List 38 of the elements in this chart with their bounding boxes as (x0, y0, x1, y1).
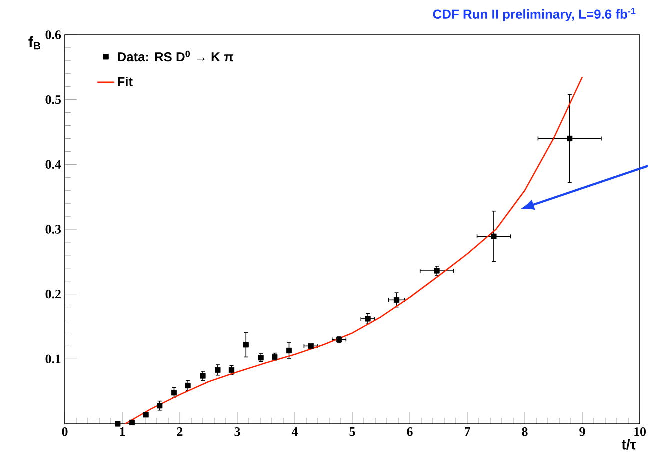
point (200, 373, 206, 379)
legend-label: Data: RS D$^{0}$ → K π (118, 50, 234, 62)
point (129, 420, 136, 426)
y-tick-label: 0.6 (46, 30, 62, 40)
point (308, 343, 314, 349)
point (567, 136, 573, 142)
x-tick-label: 3 (234, 428, 240, 436)
point (286, 348, 292, 354)
point (115, 421, 121, 427)
x-tick-label: 4 (292, 428, 298, 436)
x-tick-label: 7 (465, 428, 470, 436)
point (491, 234, 497, 240)
x-tick-label: 2 (177, 428, 183, 436)
point (243, 342, 249, 348)
point (185, 382, 191, 389)
x-tick-label: 6 (407, 428, 413, 436)
x-tick-label: 0 (62, 428, 68, 436)
point (394, 297, 400, 303)
y-tick-label: 0.5 (46, 95, 62, 104)
point (228, 367, 235, 373)
point (215, 367, 221, 373)
y-tick-label: 0.3 (46, 225, 62, 234)
x-tick-label: 1 (120, 428, 126, 436)
x-tick-label: 8 (522, 428, 528, 436)
point (157, 403, 163, 409)
point (143, 412, 149, 418)
x-tick-label: 10 (634, 428, 646, 436)
point (365, 316, 371, 322)
point (171, 390, 178, 396)
y-axis-title: f$_{B}$ (28, 36, 41, 50)
x-tick-label: 9 (580, 428, 586, 436)
y-tick-label: 0.2 (46, 290, 61, 299)
chart-title: CDF Run II preliminary, L=9.6 fb$^{-1}$ (433, 8, 636, 22)
legend-label: Fit (118, 76, 133, 86)
x-axis-title: t/τ (622, 440, 636, 450)
y-tick-label: 0.1 (46, 354, 61, 364)
x-tick-label: 5 (350, 428, 356, 436)
y-tick-label: 0.4 (46, 160, 62, 170)
